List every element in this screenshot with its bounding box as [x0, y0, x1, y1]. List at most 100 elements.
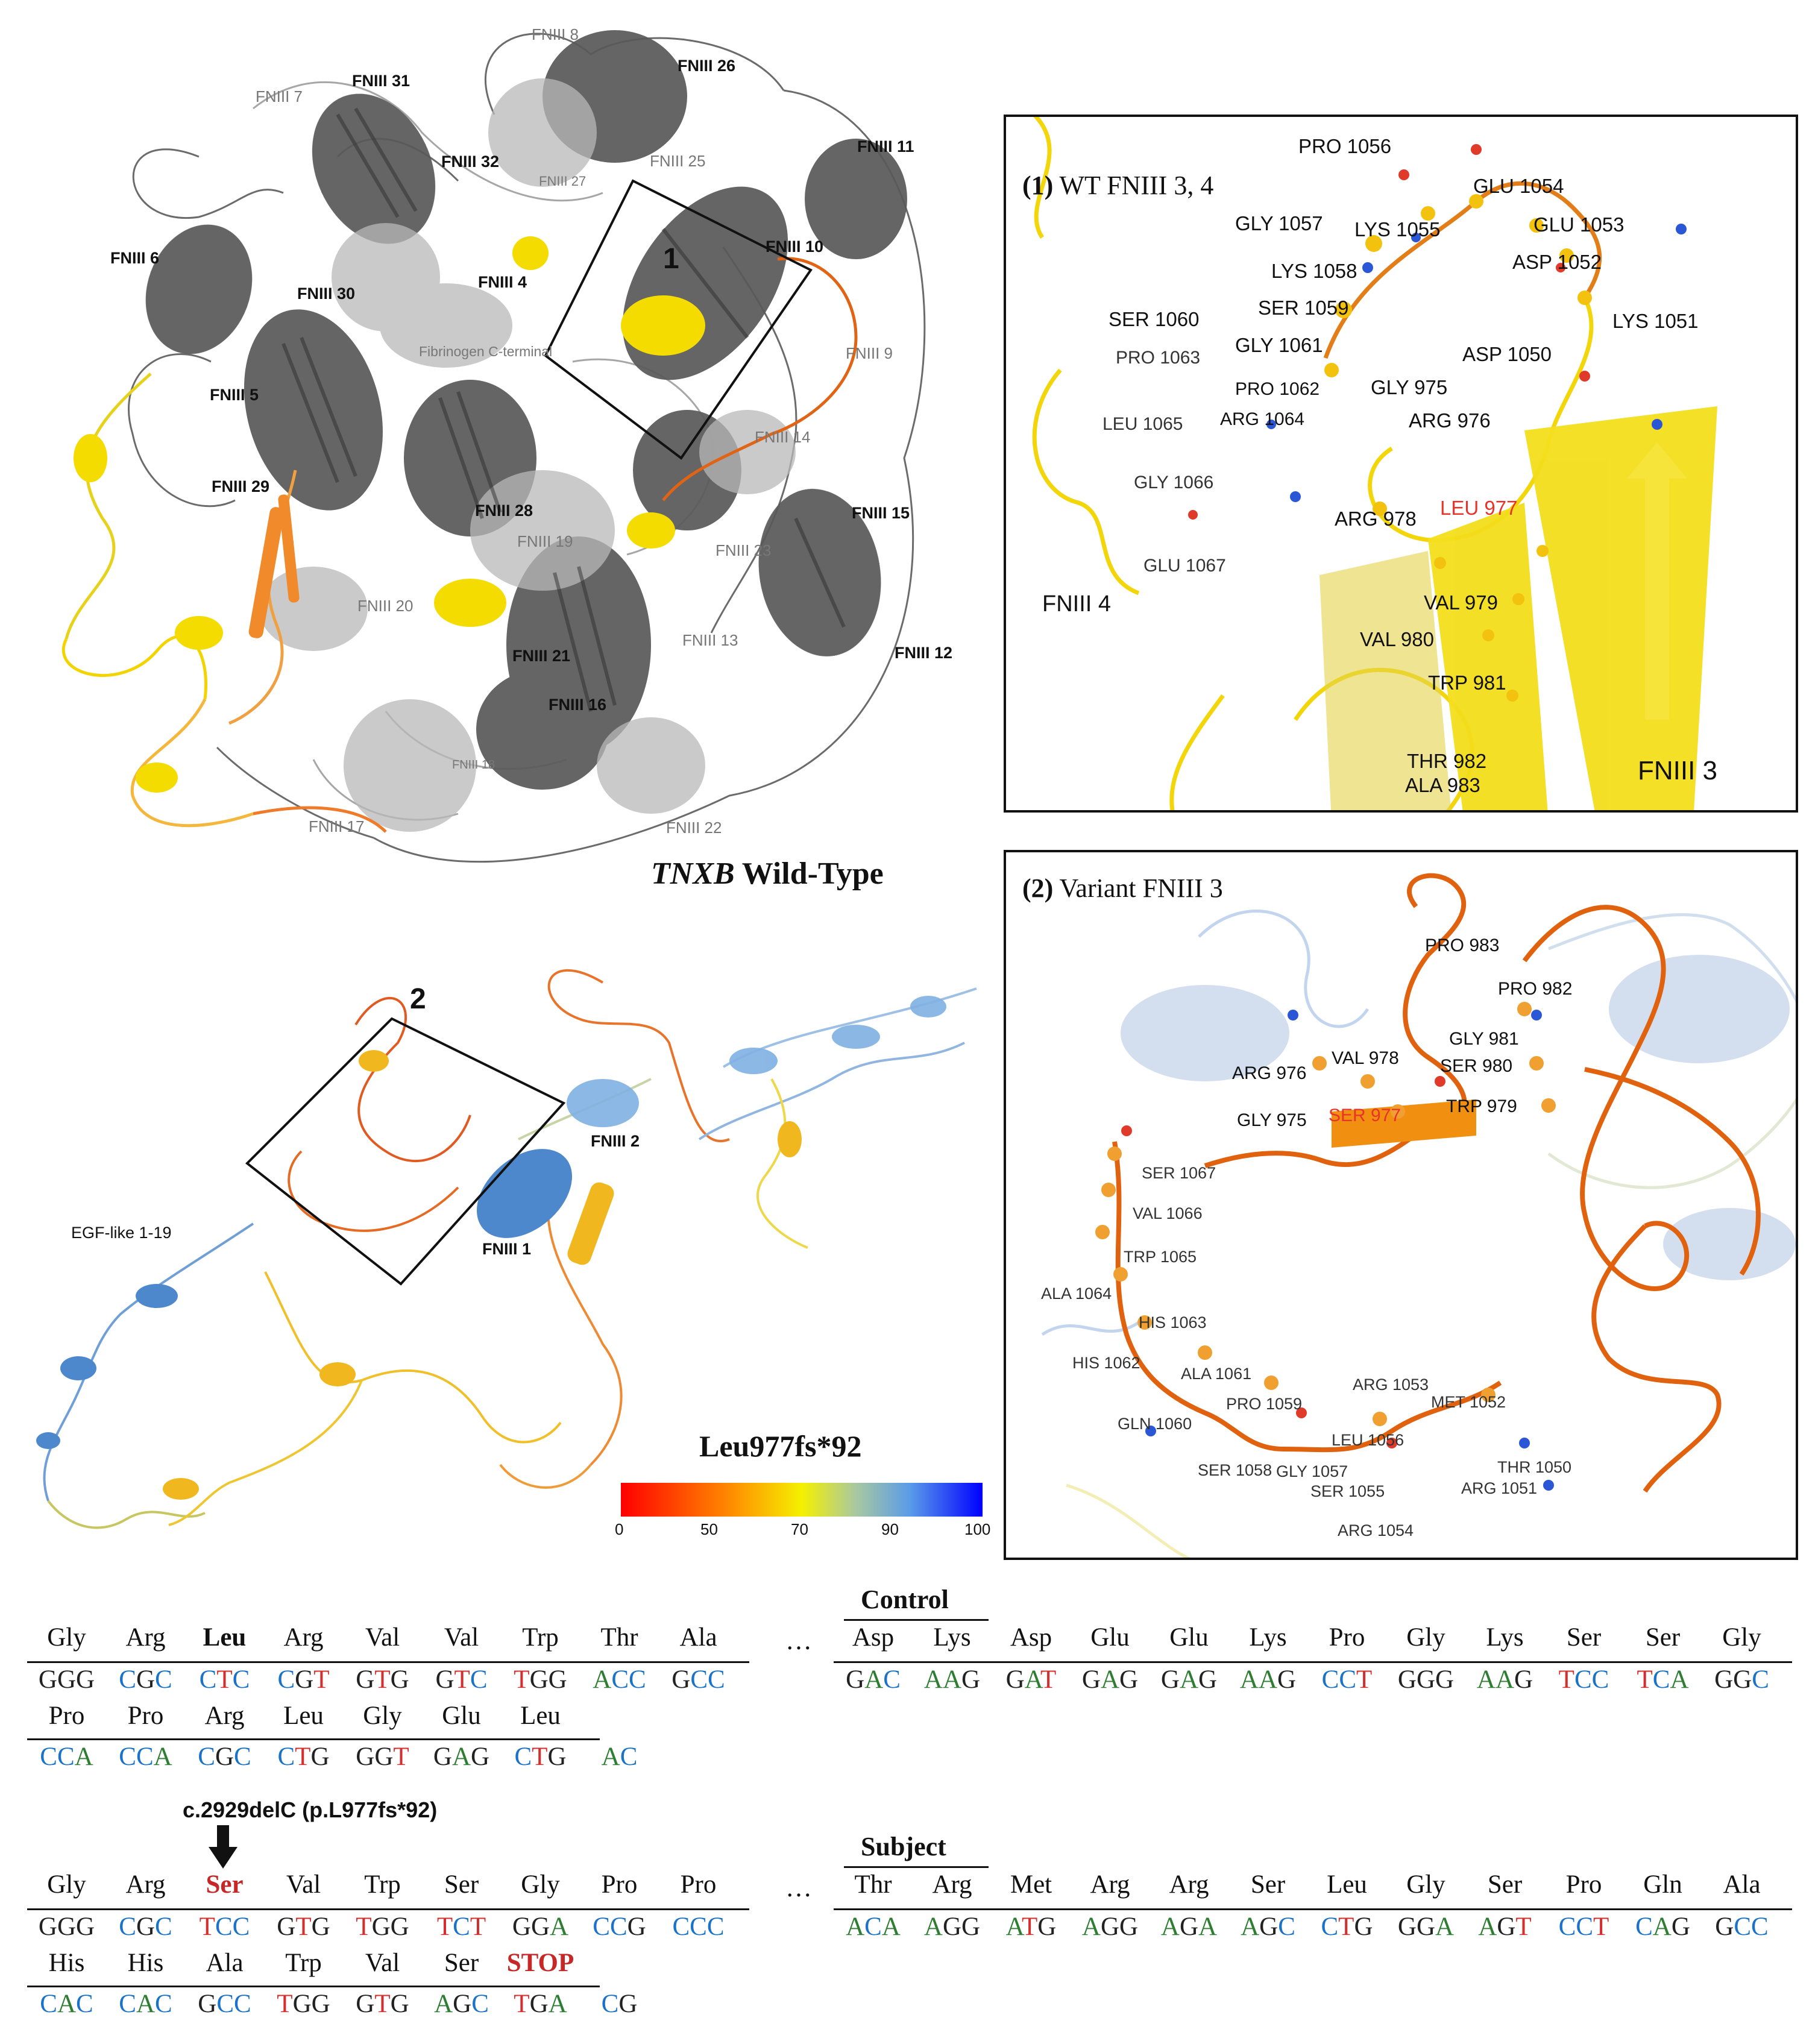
codon: GTG	[343, 1665, 422, 1694]
amino-acid: Val	[444, 1623, 479, 1652]
wt-label-fniii-17: FNIII 17	[309, 817, 365, 835]
nucleotide: G	[1037, 1913, 1057, 1941]
nucleotide: G	[390, 1665, 409, 1694]
codon: GGG	[27, 1665, 106, 1694]
amino-acid: Val	[286, 1870, 321, 1899]
nucleotide: A	[1005, 1913, 1022, 1941]
codon: CCT	[1544, 1912, 1623, 1942]
codon: ACC	[580, 1665, 659, 1694]
var-label-fniii-2: FNIII 2	[591, 1132, 640, 1150]
nucleotide: G	[38, 1665, 57, 1694]
amino-acid: Ala	[1723, 1870, 1761, 1899]
wt-label-fniii-29: FNIII 29	[212, 477, 270, 495]
nucleotide: A	[1478, 1913, 1497, 1941]
panel1-number: (1)	[1022, 171, 1054, 200]
codon: GAG	[1150, 1665, 1228, 1694]
nucleotide: A	[593, 1665, 612, 1694]
nucleotide: C	[453, 1913, 470, 1941]
codon: GGA	[501, 1912, 580, 1942]
nucleotide: A	[550, 1913, 569, 1941]
codon: TCA	[1623, 1665, 1702, 1694]
nucleotide: C	[620, 1743, 638, 1771]
nucleotide: A	[548, 1990, 567, 2018]
nucleotide: G	[618, 1990, 638, 2018]
nucleotide: C	[215, 1913, 233, 1941]
var-label-egf-like: EGF-like 1-19	[71, 1224, 172, 1242]
subject-codon-row-right: ACA AGG ATG AGG AGA AGC CTG GGA AGT CCT CAG GCC	[834, 1912, 1781, 1942]
nucleotide: A	[601, 1743, 620, 1771]
nucleotide: A	[1179, 1665, 1199, 1694]
nucleotide: C	[119, 1743, 136, 1771]
amino-acid: Val	[365, 1623, 400, 1652]
amino-acid: Lys	[933, 1623, 971, 1652]
amino-acid: Pro	[601, 1870, 638, 1899]
nucleotide: A	[923, 1913, 943, 1941]
nucleotide: C	[1752, 1665, 1769, 1694]
codon: GCC	[185, 1989, 264, 2019]
nucleotide: G	[512, 1913, 531, 1941]
codon: GTG	[264, 1912, 343, 1942]
codon: CTG	[264, 1742, 343, 1772]
codon: GTC	[422, 1665, 501, 1694]
codon: CG	[580, 1989, 659, 2019]
p2-res-pro1059: PRO 1059	[1226, 1395, 1303, 1413]
wt-label-fniii-23: FNIII 23	[716, 541, 772, 559]
wildtype-structure: 1 FNIII 31 FNIII 26 FNIII 11 FNIII 32 FN…	[0, 0, 989, 940]
p1-res-arg976: ARG 976	[1409, 409, 1491, 432]
amino-acid: Ala	[206, 1949, 244, 1977]
codon: AAG	[913, 1665, 992, 1694]
nucleotide: C	[119, 1913, 136, 1941]
wt-label-fniii-18: FNIII 18	[452, 758, 495, 772]
codon: CTC	[185, 1665, 264, 1694]
nucleotide: G	[471, 1743, 490, 1771]
p2-res-ser1055: SER 1055	[1310, 1482, 1385, 1500]
nucleotide: T	[295, 1913, 312, 1941]
wt-label-fniii-19: FNIII 19	[517, 532, 573, 550]
nucleotide: C	[1321, 1913, 1339, 1941]
nucleotide: G	[1397, 1913, 1417, 1941]
nucleotide: G	[310, 1743, 330, 1771]
wildtype-structure-art	[61, 30, 926, 863]
codon: GAC	[834, 1665, 913, 1694]
p2-res-val978: VAL 978	[1332, 1048, 1399, 1068]
codon: CGC	[185, 1742, 264, 1772]
nucleotide: C	[593, 1913, 610, 1941]
nucleotide: C	[1576, 1913, 1594, 1941]
p1-res-leu977: LEU 977	[1440, 497, 1518, 519]
codon: AGA	[1150, 1912, 1228, 1942]
codon: CAG	[1623, 1912, 1702, 1942]
amino-acid: Pro	[1565, 1870, 1602, 1899]
nucleotide: T	[1637, 1665, 1653, 1694]
control-aa-row-1: Gly Arg Leu Arg Val Val Trp Thr Ala	[27, 1623, 738, 1652]
nucleotide: C	[1652, 1665, 1670, 1694]
wt-label-fniii-6: FNIII 6	[110, 249, 160, 267]
p2-res-arg976: ARG 976	[1232, 1063, 1307, 1083]
control-rule-2	[27, 1738, 600, 1740]
nucleotide: G	[1714, 1665, 1734, 1694]
nucleotide: G	[1416, 1665, 1436, 1694]
wildtype-title-gene: TNXB	[651, 857, 735, 891]
nucleotide: G	[1160, 1665, 1180, 1694]
nucleotide: C	[232, 1913, 250, 1941]
nucleotide: A	[1476, 1665, 1496, 1694]
nucleotide: C	[690, 1913, 707, 1941]
amino-acid: Arg	[283, 1623, 324, 1652]
nucleotide: C	[1591, 1665, 1609, 1694]
p1-res-gly1061: GLY 1061	[1235, 334, 1323, 356]
p1-res-trp981: TRP 981	[1428, 671, 1506, 694]
nucleotide: G	[356, 1990, 375, 2018]
wt-label-fniii-15: FNIII 15	[852, 504, 910, 522]
amino-acid: Arg	[125, 1870, 166, 1899]
variant-structure: 2 FNIII 2 FNIII 1 EGF-like 1-19 Leu977fs…	[0, 922, 1013, 1561]
nucleotide: T	[374, 1665, 391, 1694]
amino-acid: Arg	[932, 1870, 972, 1899]
codon: AAG	[1228, 1665, 1307, 1694]
control-codon-row-1: GGG CGC CTC CGT GTG GTC TGG ACC GCC	[27, 1665, 738, 1694]
nucleotide: G	[390, 1913, 409, 1941]
amino-acid: Arg	[204, 1702, 245, 1730]
amino-acid: Trp	[285, 1949, 322, 1977]
wt-label-fniii-31: FNIII 31	[352, 72, 410, 90]
nucleotide: G	[136, 1665, 156, 1694]
nucleotide: T	[1558, 1665, 1574, 1694]
wt-label-fniii-28: FNIII 28	[475, 502, 533, 520]
